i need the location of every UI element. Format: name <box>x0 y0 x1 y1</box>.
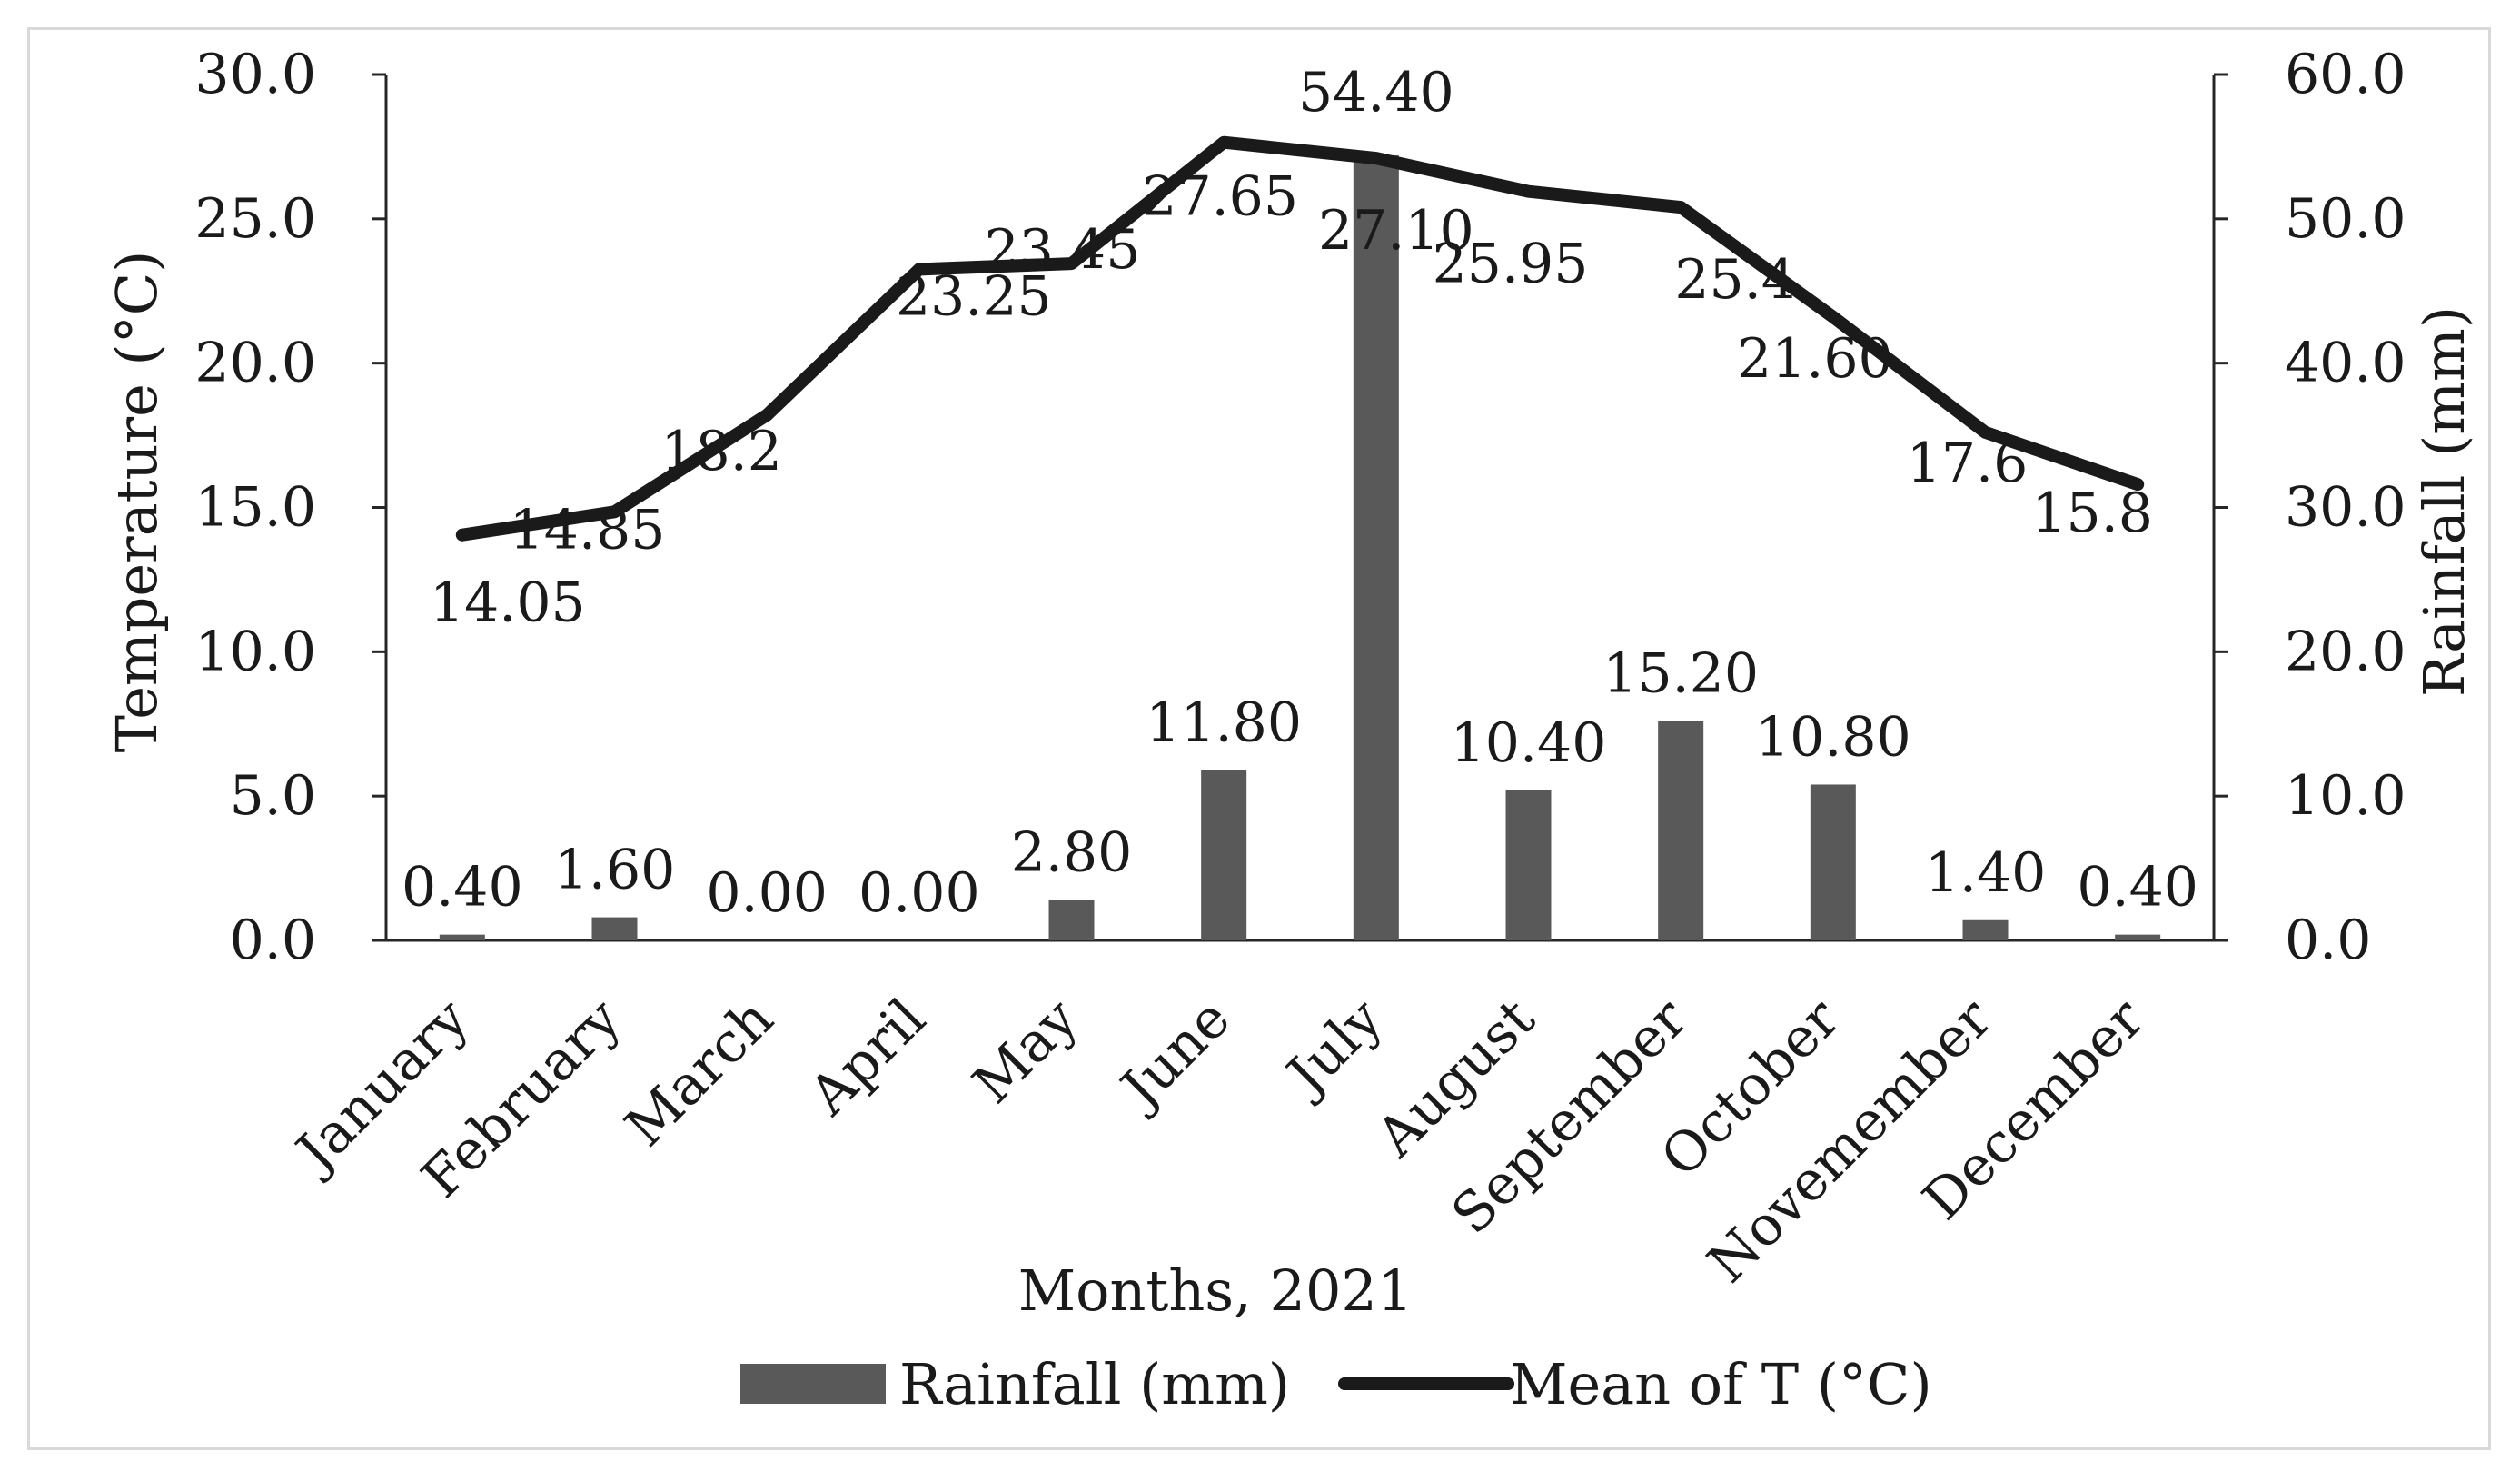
y-tick-label: 5.0 <box>230 764 316 828</box>
y-tick-label: 0.0 <box>230 909 316 972</box>
temperature-line <box>455 135 2145 542</box>
x-tick-label: March <box>613 987 786 1159</box>
y-tick-label: 30.0 <box>194 43 316 106</box>
x-tick-label: July <box>1272 987 1395 1110</box>
legend-rainfall-label: Rainfall (mm) <box>899 1351 1290 1417</box>
y-axis-title: Temperature (°C) <box>104 251 170 753</box>
x-tick-label: April <box>797 987 938 1128</box>
rainfall-bar <box>1353 154 1399 941</box>
rainfall-data-label: 2.80 <box>1011 821 1133 885</box>
y2-tick-label: 10.0 <box>2285 764 2406 828</box>
temperature-data-label: 18.2 <box>660 420 782 483</box>
rainfall-bar <box>1048 900 1095 940</box>
y2-tick-label: 20.0 <box>2285 620 2406 683</box>
rainfall-data-label: 0.40 <box>402 856 523 919</box>
y2-tick-label: 60.0 <box>2285 43 2406 106</box>
rainfall-bar <box>439 934 485 940</box>
x-tick-label: May <box>961 987 1090 1116</box>
x-tick-label: June <box>1106 987 1243 1124</box>
legend-rainfall-swatch <box>740 1364 886 1404</box>
rainfall-bar <box>1505 790 1552 940</box>
legend-temperature-label: Mean of T (°C) <box>1510 1351 1932 1417</box>
rainfall-bar <box>1962 919 2009 940</box>
rainfall-data-label: 0.40 <box>2077 856 2198 919</box>
temperature-data-label: 14.85 <box>510 498 666 562</box>
rainfall-data-label: 15.20 <box>1602 642 1759 706</box>
temperature-data-label: 14.05 <box>430 572 586 635</box>
y-tick-label: 20.0 <box>194 332 316 395</box>
temperature-data-label: 23.45 <box>985 218 1141 282</box>
rainfall-bar <box>591 917 638 940</box>
temperature-data-label: 17.6 <box>1907 432 2029 495</box>
rainfall-data-label: 10.80 <box>1755 705 1911 769</box>
y2-tick-label: 50.0 <box>2285 187 2406 251</box>
rainfall-data-label: 0.00 <box>706 861 828 925</box>
y-tick-label: 15.0 <box>194 476 316 540</box>
rainfall-bar <box>1658 721 1704 940</box>
y2-axis-title: Rainfall (mm) <box>2411 306 2477 697</box>
y-tick-label: 10.0 <box>194 620 316 683</box>
temperature-data-label: 27.10 <box>1318 199 1474 263</box>
temperature-data-label: 23.25 <box>896 264 1052 328</box>
temperature-data-label: 25.95 <box>1433 233 1589 296</box>
chart-frame <box>27 27 2491 1450</box>
y2-tick-label: 30.0 <box>2285 476 2406 540</box>
rainfall-data-label: 1.40 <box>1925 841 2047 905</box>
y2-tick-label: 0.0 <box>2285 909 2371 972</box>
rainfall-data-label: 10.40 <box>1451 711 1607 775</box>
rainfall-bar <box>1201 770 1247 940</box>
rainfall-data-label: 54.40 <box>1298 61 1454 124</box>
rainfall-data-label: 11.80 <box>1146 691 1302 755</box>
temperature-data-label: 27.65 <box>1142 165 1298 229</box>
temperature-data-label: 15.8 <box>2031 482 2153 545</box>
rainfall-data-label: 0.00 <box>858 861 980 925</box>
temperature-data-label: 21.60 <box>1737 327 1893 391</box>
rainfall-data-label: 1.60 <box>554 839 676 902</box>
y2-tick-label: 40.0 <box>2285 332 2406 395</box>
rainfall-bar <box>1810 784 1856 940</box>
x-axis-title: Months, 2021 <box>1018 1257 1414 1324</box>
rainfall-bar <box>2115 934 2161 940</box>
temperature-data-label: 25.4 <box>1674 248 1796 312</box>
y-tick-label: 25.0 <box>194 187 316 251</box>
